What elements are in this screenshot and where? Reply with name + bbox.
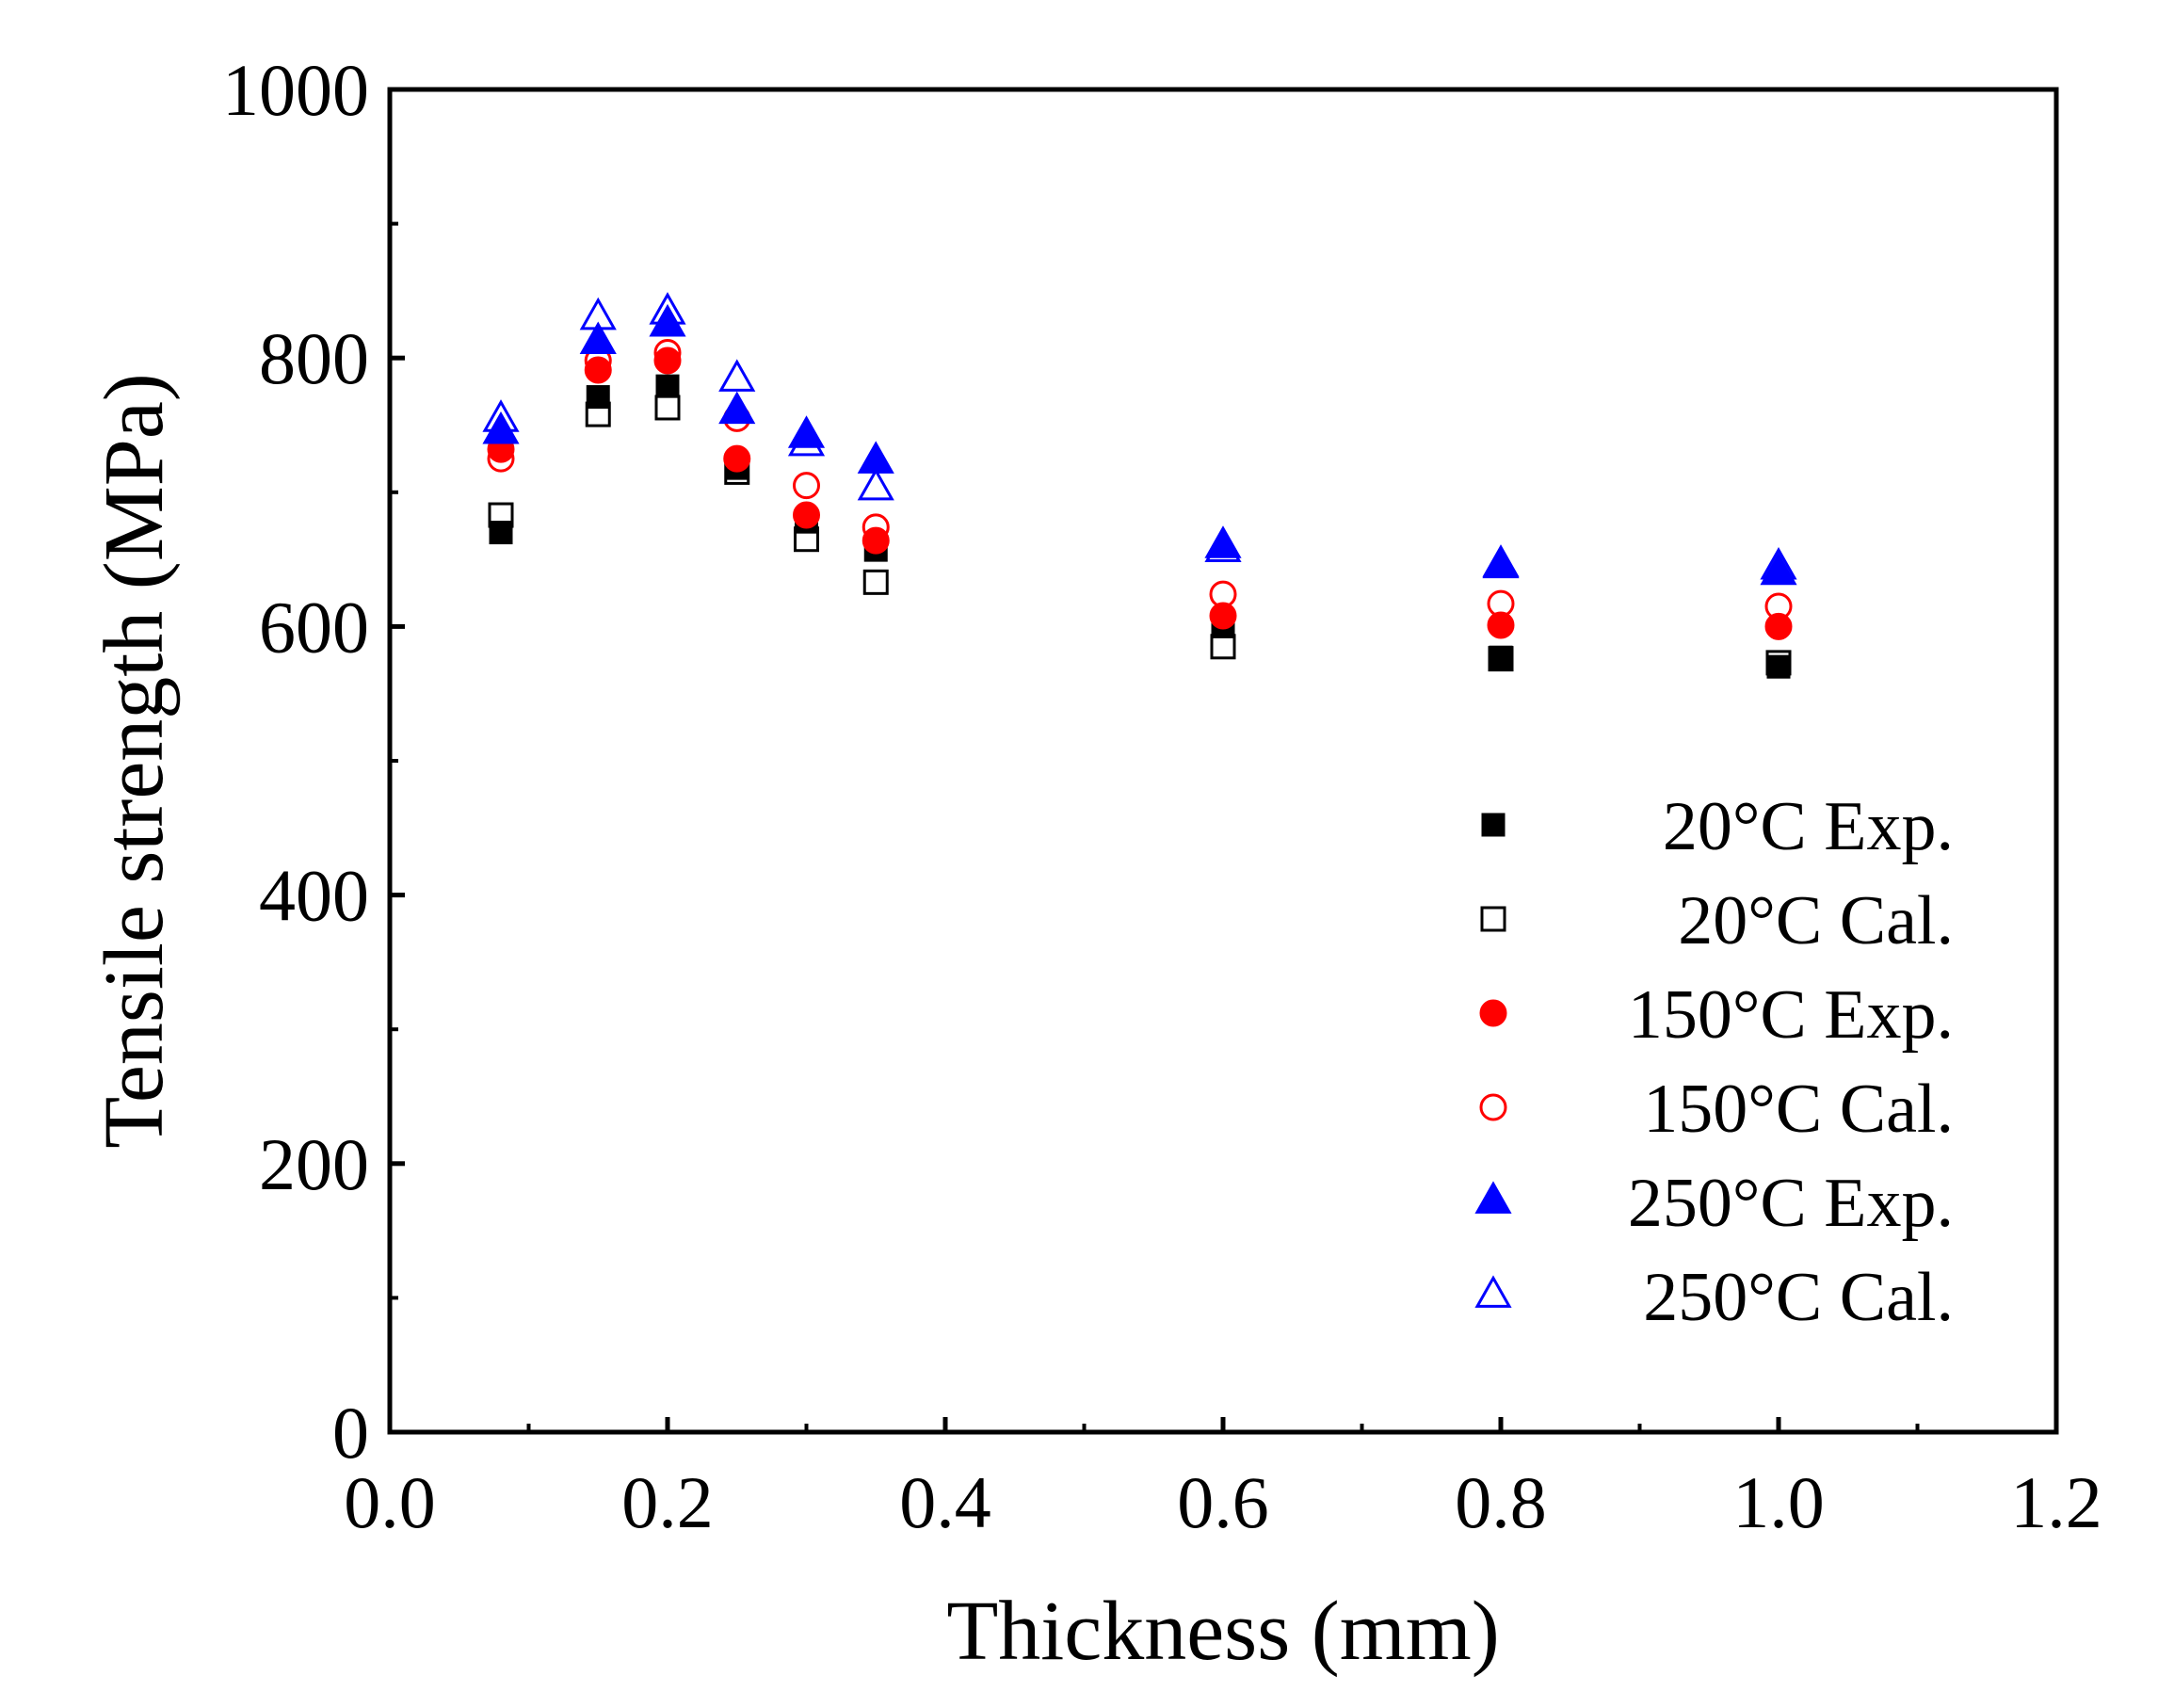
legend: 20°C Exp. 20°C Cal. 150°C Exp. 150°C Cal. 25… [1474,788,1954,1336]
data-point [1210,634,1236,660]
x-axis-title: Thickness (mm) [946,1585,1499,1678]
data-point [579,297,617,330]
data-point [1764,612,1793,640]
y-tick-label: 0 [332,1392,369,1474]
legend-marker [1480,906,1506,932]
data-point [482,399,520,432]
data-point [862,569,889,595]
legend-label: 20°C Cal. [1678,882,1954,959]
data-point [1204,529,1242,563]
data-point [1204,525,1242,558]
legend-label: 20°C Exp. [1663,788,1954,865]
data-point [1764,592,1793,620]
data-point [579,321,617,354]
data-point [1488,646,1514,672]
data-point [723,444,751,473]
data-point [1487,589,1515,618]
data-point [649,303,686,337]
y-tick-label: 200 [259,1123,369,1205]
data-point [584,356,612,384]
plot-frame [387,87,2059,1435]
x-tick-label: 0.4 [899,1461,991,1543]
data-point [653,346,682,375]
x-tick-label: 0.6 [1177,1461,1269,1543]
data-point [1482,545,1520,579]
data-point [1209,580,1237,608]
data-point [1765,650,1792,676]
data-point [1489,645,1513,669]
legend-marker [1474,1275,1512,1308]
legend-marker [1479,1093,1507,1121]
data-point [1760,547,1797,580]
legend-marker [1479,999,1507,1027]
data-point [488,502,514,528]
y-tick-label: 1000 [222,49,369,131]
data-point [793,472,820,500]
x-tick-label: 0.2 [621,1461,714,1543]
series-5 [482,292,1797,580]
data-point [857,467,894,501]
legend-label: 250°C Exp. [1628,1165,1954,1242]
series-4 [482,303,1797,586]
legend-label: 150°C Exp. [1628,976,1954,1054]
data-point [654,395,681,421]
series-2 [487,346,1793,640]
legend-marker [1481,813,1506,837]
data-point [1487,611,1515,639]
data-point [649,292,686,325]
legend-label: 150°C Cal. [1643,1071,1954,1148]
data-point [793,501,820,529]
data-point [653,338,682,366]
data-point [718,359,756,392]
data-point [655,374,680,398]
data-point [787,415,826,448]
y-tick-label: 800 [259,317,369,399]
series-3 [487,338,1793,620]
x-tick-label: 1.2 [2010,1461,2102,1543]
y-tick-label: 400 [259,855,369,937]
data-point [1482,544,1520,577]
data-point [718,391,756,425]
data-point [787,423,826,457]
data-point [1209,602,1237,630]
x-tick-label: 1.0 [1732,1461,1825,1543]
x-tick-label: 0.0 [344,1461,436,1543]
data-point [862,513,890,541]
legend-label: 250°C Cal. [1643,1259,1954,1336]
data-point [585,401,611,427]
data-point [1760,552,1797,586]
series-0 [489,374,1791,679]
series-1 [488,395,1792,676]
data-point [487,444,515,473]
legend-marker [1474,1181,1512,1214]
x-tick-label: 0.8 [1455,1461,1547,1543]
data-point [482,411,520,444]
y-tick-label: 600 [259,586,369,668]
y-axis-title: Tensile strength (MPa) [88,373,181,1149]
